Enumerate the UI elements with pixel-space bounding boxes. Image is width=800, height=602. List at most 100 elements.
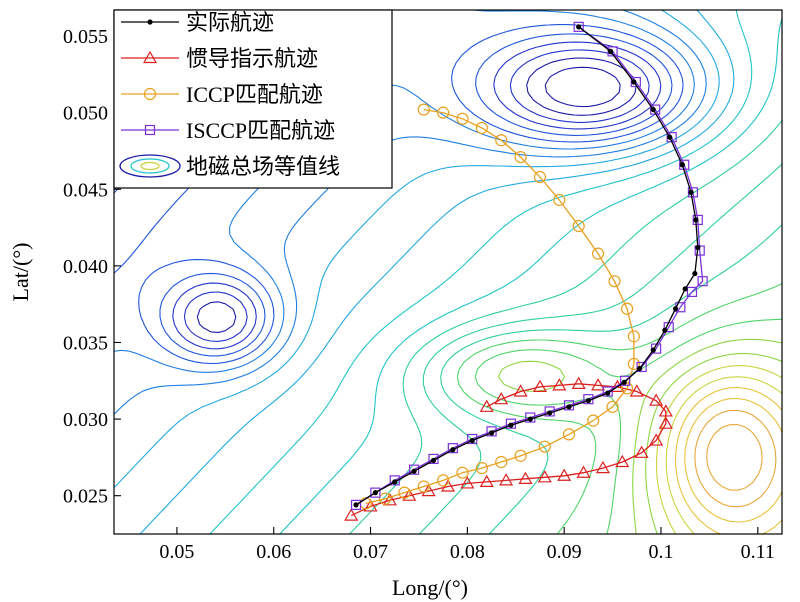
data-point: [649, 393, 664, 406]
data-point: [488, 430, 495, 436]
data-point: [629, 384, 644, 397]
x-tick-label: 0.06: [256, 541, 291, 563]
data-point: [417, 480, 430, 493]
contour-line: [196, 57, 637, 333]
data-point: [538, 440, 551, 453]
contour-line: [645, 352, 782, 534]
data-point: [649, 433, 664, 446]
series-layer: [344, 21, 708, 521]
contour-line: [279, 17, 782, 534]
data-point: [627, 357, 640, 371]
data-point: [417, 103, 430, 116]
data-point: [495, 455, 508, 469]
data-point: [437, 106, 450, 119]
series-3: [359, 103, 640, 510]
data-point: [479, 399, 494, 412]
data-point: [363, 499, 378, 512]
data-point: [591, 247, 605, 260]
data-point: [621, 379, 627, 385]
y-tick-label: 0.035: [63, 332, 108, 354]
data-point: [514, 150, 527, 164]
legend-label: 实际航迹: [186, 10, 274, 35]
data-point: [621, 302, 634, 315]
data-point: [572, 219, 585, 233]
data-point: [634, 445, 649, 458]
contour-line: [655, 365, 782, 534]
data-point: [692, 270, 698, 277]
contour-line: [114, 10, 662, 350]
data-point: [402, 488, 417, 501]
data-point: [378, 492, 392, 505]
data-point: [456, 112, 469, 125]
data-point: [533, 170, 547, 184]
x-tick-label: 0.1: [648, 541, 673, 563]
x-tick-label: 0.11: [741, 541, 775, 563]
data-point: [695, 244, 701, 251]
data-point: [392, 479, 398, 485]
data-point: [637, 365, 643, 372]
legend-item: ISCCP匹配航迹: [121, 118, 335, 143]
data-point: [557, 468, 572, 481]
series-line: [355, 26, 699, 506]
plot-frame: [113, 9, 783, 535]
data-point: [460, 476, 475, 489]
data-point: [456, 466, 469, 479]
data-point: [469, 437, 475, 444]
contour-line: [665, 376, 782, 534]
data-point: [370, 487, 381, 498]
data-point: [508, 422, 514, 428]
y-tick-label: 0.045: [63, 179, 108, 201]
data-point: [389, 475, 400, 486]
contour-line: [674, 386, 782, 534]
x-axis-title: Long/(°): [392, 575, 468, 600]
data-point: [688, 189, 694, 195]
legend-marker: [144, 124, 156, 136]
x-tick-label: 0.09: [547, 541, 582, 563]
data-point: [595, 460, 610, 474]
data-point: [576, 24, 582, 30]
series-1: [353, 24, 701, 508]
series-line: [350, 383, 667, 517]
data-point: [591, 378, 606, 391]
data-point: [608, 275, 621, 288]
legend-contour-outer: [119, 154, 181, 178]
data-point: [662, 327, 668, 333]
data-point: [527, 416, 533, 422]
data-point: [672, 306, 679, 312]
data-point: [631, 79, 637, 85]
legend-box: [113, 9, 393, 189]
data-point: [686, 286, 698, 298]
data-point: [537, 470, 552, 483]
data-point: [650, 106, 656, 113]
legend-label: ICCP匹配航迹: [186, 82, 323, 107]
series-line: [365, 108, 635, 505]
data-point: [411, 468, 417, 474]
data-point: [621, 382, 634, 395]
data-point: [615, 454, 630, 468]
contour-line: [694, 409, 777, 508]
data-point: [409, 464, 420, 475]
contour-line: [349, 119, 782, 534]
data-point: [428, 453, 439, 465]
y-axis: 0.025 0.030 0.035 0.040 0.045 0.050 0.055: [63, 26, 121, 508]
legend-contour-inner: [140, 161, 160, 171]
data-point: [350, 499, 362, 510]
data-point: [608, 48, 614, 54]
data-point: [573, 21, 584, 32]
contour-line: [419, 163, 782, 534]
legend-item: 实际航迹: [121, 10, 274, 35]
data-point: [475, 462, 488, 475]
contour-lines: [114, 10, 782, 534]
data-point: [382, 493, 397, 506]
data-point: [566, 404, 572, 410]
data-point: [571, 376, 586, 389]
y-axis-title: Lat/(°): [8, 243, 33, 302]
data-point: [353, 502, 359, 508]
contour-line: [456, 283, 782, 534]
contour-line: [139, 10, 735, 534]
data-point: [667, 134, 673, 140]
legend-label: 地磁总场等值线: [186, 154, 340, 179]
data-point: [513, 384, 528, 397]
